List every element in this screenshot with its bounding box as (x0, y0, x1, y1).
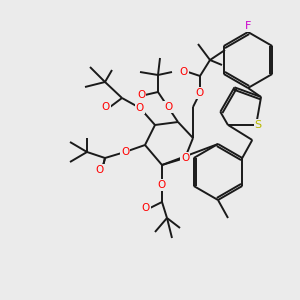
Text: O: O (181, 153, 189, 163)
Text: O: O (102, 102, 110, 112)
Text: S: S (255, 120, 262, 130)
Text: O: O (121, 147, 129, 157)
Text: O: O (142, 203, 150, 213)
Text: O: O (158, 180, 166, 190)
Text: O: O (136, 103, 144, 113)
Text: O: O (96, 165, 104, 175)
Text: O: O (137, 90, 145, 100)
Text: O: O (180, 67, 188, 77)
Text: O: O (164, 102, 172, 112)
Text: O: O (196, 88, 204, 98)
Text: F: F (245, 21, 251, 31)
